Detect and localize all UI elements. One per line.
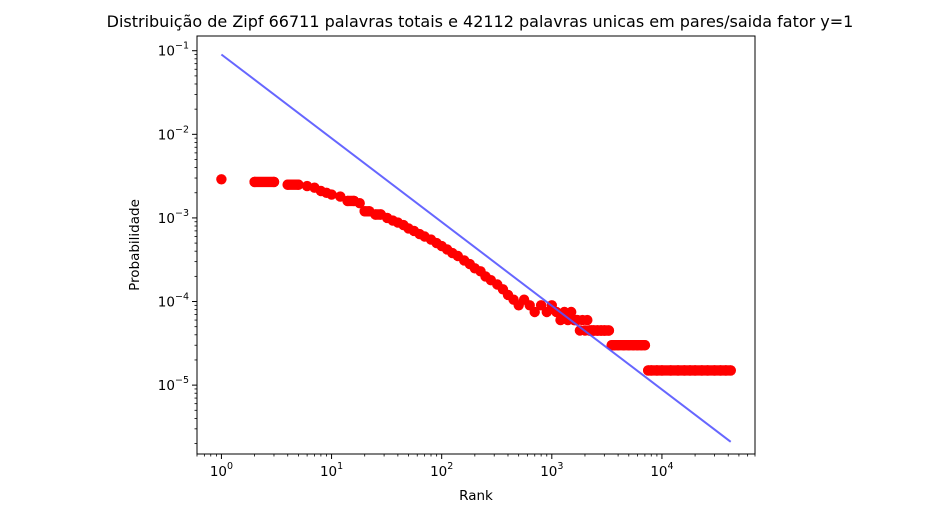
- scatter-point: [555, 314, 566, 326]
- scatter-point: [216, 174, 227, 185]
- scatter-point: [529, 306, 540, 318]
- y-tick-label: 10−1: [158, 41, 189, 60]
- x-tick-label: 104: [650, 461, 673, 480]
- scatter-point: [326, 189, 337, 200]
- y-tick-label: 10−2: [158, 124, 189, 143]
- zipf-reference-line: [220, 53, 732, 443]
- y-tick-label: 10−3: [158, 208, 189, 227]
- scatter-point: [566, 306, 577, 318]
- scatter-point: [551, 306, 562, 318]
- x-tick-label: 102: [430, 461, 453, 480]
- scatter-point: [582, 314, 593, 326]
- x-tick-label: 103: [540, 461, 563, 480]
- y-axis-label: Probabilidade: [127, 199, 143, 291]
- x-tick-label: 100: [210, 461, 233, 480]
- x-tick-label: 101: [320, 461, 343, 480]
- chart-title: Distribuição de Zipf 66711 palavras tota…: [107, 12, 854, 31]
- plot-frame: [196, 35, 756, 455]
- y-tick-label: 10−4: [158, 292, 189, 311]
- x-axis-label: Rank: [459, 488, 493, 504]
- y-tick-label: 10−5: [158, 375, 189, 394]
- axis-ticks: 100 101 102 103 104 10−1 10−2 10−3 10−4 10−5: [158, 41, 756, 480]
- plot-content: [216, 53, 736, 443]
